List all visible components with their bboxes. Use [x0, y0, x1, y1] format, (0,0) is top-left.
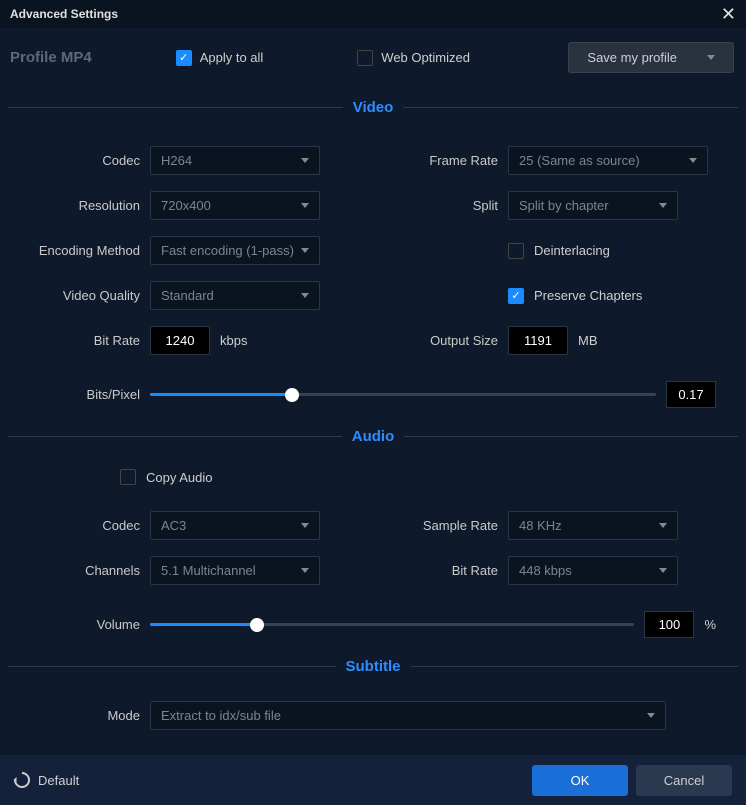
- codec-label: Codec: [30, 153, 140, 168]
- copy-audio-checkbox[interactable]: [120, 469, 136, 485]
- output-size-label: Output Size: [388, 333, 498, 348]
- channels-label: Channels: [30, 563, 140, 578]
- checkbox-empty-icon: [357, 50, 373, 66]
- samplerate-select[interactable]: 48 KHz: [508, 511, 678, 540]
- deinterlacing-label: Deinterlacing: [534, 243, 610, 258]
- chevron-down-icon: [659, 523, 667, 528]
- framerate-select[interactable]: 25 (Same as source): [508, 146, 708, 175]
- chevron-down-icon: [659, 203, 667, 208]
- preserve-chapters-label: Preserve Chapters: [534, 288, 642, 303]
- chevron-down-icon: [301, 568, 309, 573]
- window-title: Advanced Settings: [10, 7, 118, 21]
- video-section-divider: Video: [8, 99, 738, 116]
- header-row: Profile MP4 ✓ Apply to all Web Optimized…: [0, 28, 746, 87]
- bitrate-label: Bit Rate: [30, 333, 140, 348]
- subtitle-mode-label: Mode: [30, 708, 140, 723]
- deinterlacing-checkbox[interactable]: [508, 243, 524, 259]
- titlebar: Advanced Settings ✕: [0, 0, 746, 28]
- subtitle-mode-select[interactable]: Extract to idx/sub file: [150, 701, 666, 730]
- chevron-down-icon: [301, 203, 309, 208]
- video-codec-select[interactable]: H264: [150, 146, 320, 175]
- default-button[interactable]: Default: [14, 772, 79, 788]
- audio-section-divider: Audio: [8, 428, 738, 445]
- encoding-select[interactable]: Fast encoding (1-pass): [150, 236, 320, 265]
- video-section-title: Video: [353, 99, 394, 116]
- samplerate-label: Sample Rate: [388, 518, 498, 533]
- chevron-down-icon: [647, 713, 655, 718]
- encoding-label: Encoding Method: [30, 243, 140, 258]
- bits-pixel-slider[interactable]: [150, 393, 656, 396]
- split-label: Split: [388, 198, 498, 213]
- volume-label: Volume: [30, 617, 140, 632]
- slider-thumb[interactable]: [285, 388, 299, 402]
- ok-button[interactable]: OK: [532, 765, 628, 796]
- profile-label: Profile MP4: [10, 49, 92, 66]
- quality-label: Video Quality: [30, 288, 140, 303]
- preserve-chapters-checkbox[interactable]: ✓: [508, 288, 524, 304]
- audio-codec-select[interactable]: AC3: [150, 511, 320, 540]
- volume-value[interactable]: 100: [644, 611, 694, 638]
- chevron-down-icon: [659, 568, 667, 573]
- chevron-down-icon: [301, 523, 309, 528]
- close-icon[interactable]: ✕: [721, 5, 736, 23]
- cancel-button[interactable]: Cancel: [636, 765, 732, 796]
- output-size-input[interactable]: 1191: [508, 326, 568, 355]
- resolution-label: Resolution: [30, 198, 140, 213]
- web-optimized-checkbox[interactable]: Web Optimized: [357, 50, 470, 66]
- volume-slider[interactable]: [150, 623, 634, 626]
- bits-pixel-label: Bits/Pixel: [30, 387, 140, 402]
- checkbox-checked-icon: ✓: [176, 50, 192, 66]
- resolution-select[interactable]: 720x400: [150, 191, 320, 220]
- subtitle-section-divider: Subtitle: [8, 658, 738, 675]
- quality-select[interactable]: Standard: [150, 281, 320, 310]
- channels-select[interactable]: 5.1 Multichannel: [150, 556, 320, 585]
- footer: Default OK Cancel: [0, 755, 746, 805]
- save-profile-button[interactable]: Save my profile: [568, 42, 734, 73]
- chevron-down-icon: [301, 248, 309, 253]
- bitrate-input[interactable]: 1240: [150, 326, 210, 355]
- subtitle-section-title: Subtitle: [346, 658, 401, 675]
- chevron-down-icon: [301, 158, 309, 163]
- apply-all-checkbox[interactable]: ✓ Apply to all: [176, 50, 264, 66]
- audio-bitrate-label: Bit Rate: [388, 563, 498, 578]
- slider-thumb[interactable]: [250, 618, 264, 632]
- bits-pixel-value[interactable]: 0.17: [666, 381, 716, 408]
- split-select[interactable]: Split by chapter: [508, 191, 678, 220]
- copy-audio-label: Copy Audio: [146, 470, 213, 485]
- audio-section-title: Audio: [352, 428, 395, 445]
- reset-icon: [11, 769, 34, 792]
- framerate-label: Frame Rate: [388, 153, 498, 168]
- chevron-down-icon: [707, 55, 715, 60]
- audio-codec-label: Codec: [30, 518, 140, 533]
- chevron-down-icon: [301, 293, 309, 298]
- audio-bitrate-select[interactable]: 448 kbps: [508, 556, 678, 585]
- chevron-down-icon: [689, 158, 697, 163]
